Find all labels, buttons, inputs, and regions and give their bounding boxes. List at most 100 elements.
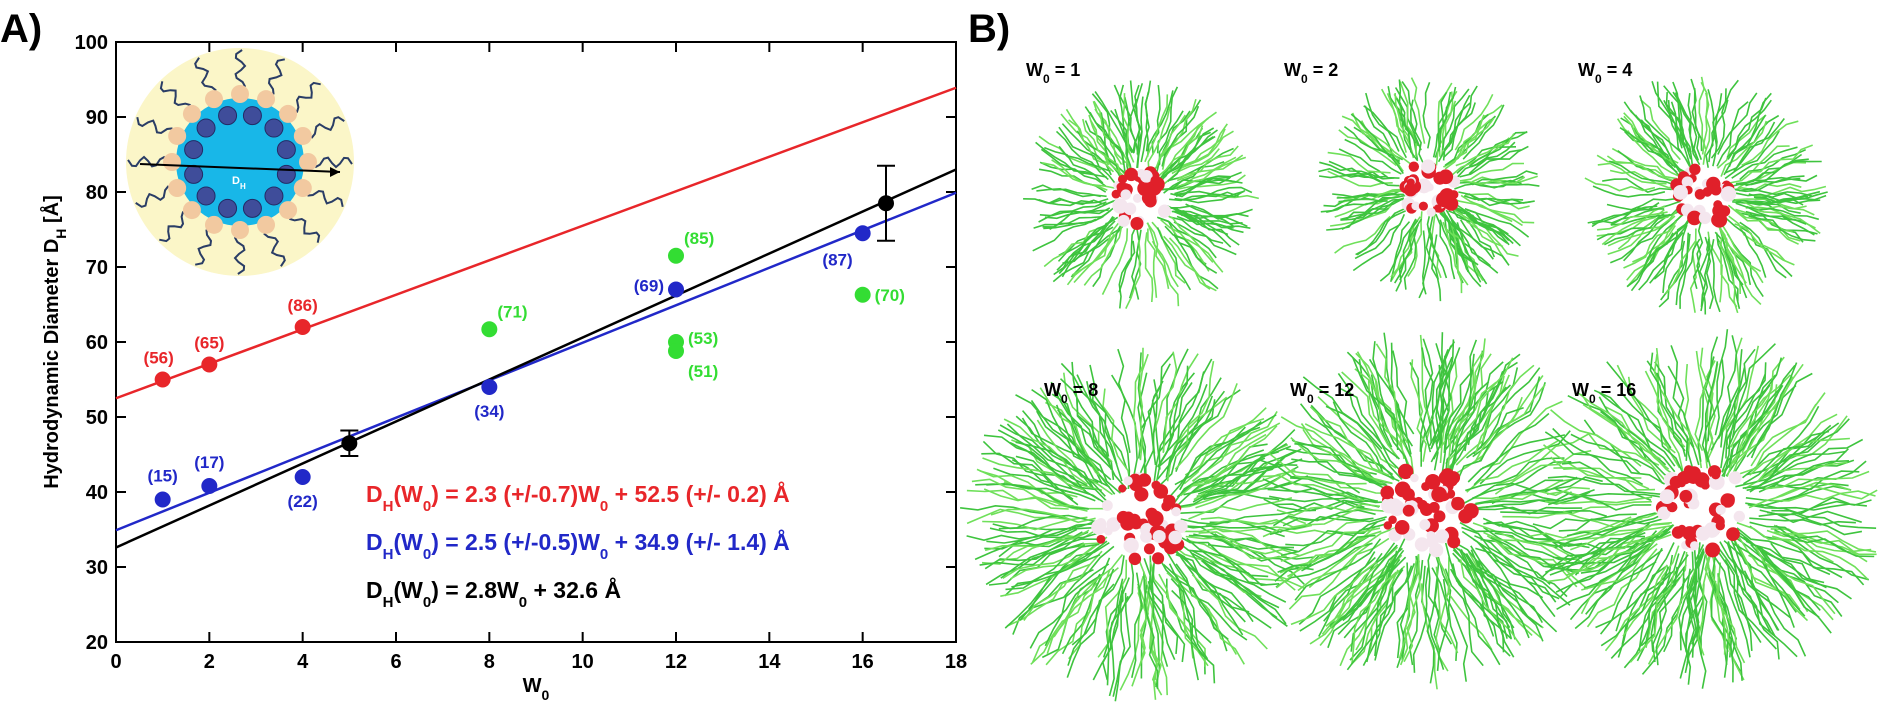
surfactant-tail [1015,415,1094,489]
surfactant-tail [1476,506,1583,515]
surfactant-tail [1269,495,1376,503]
surfactant-tail [1183,186,1253,201]
surfactant-tail [1319,564,1388,647]
surfactant-tail [1175,360,1215,458]
surfactant-tail [1191,552,1278,619]
x-tick-label: 14 [758,651,781,673]
surfactant-tail [1600,410,1680,486]
surfactant-tail [1694,544,1705,650]
surfactant-tail [1610,571,1672,659]
surfactant-tail [1692,218,1704,290]
surfactant-tail [1175,551,1244,636]
surfactant-tail [1112,592,1131,697]
fit-equation-part: ) = 2.3 (+/-0.7)W [431,481,600,507]
surfactant-tail [997,429,1087,492]
surfactant-tail [1546,490,1652,506]
surfactant-tail [1725,362,1767,459]
surfactant-tail [1748,215,1816,242]
water-atom [1411,201,1421,211]
water-atom [1711,212,1726,227]
surfactant-tail [1334,169,1400,187]
x-tick-label: 4 [297,651,309,673]
surfactant-tail [1445,215,1492,267]
surfactant-tail [993,467,1096,502]
x-axis-label: W0 [523,675,550,703]
surfactant-tail [1556,549,1644,610]
surfactant-tail [1337,372,1400,460]
surfactant-tail [1662,224,1688,294]
surfactant-tail [1644,370,1684,472]
surfactant-tail [1403,224,1420,290]
water-atom [1095,518,1107,529]
snapshot-label: W0 = 12 [1290,380,1354,406]
surfactant-tail [1156,125,1204,179]
surfactant-tail [1691,88,1703,160]
surfactant-tail [1144,379,1159,485]
surfactant-tail [1442,578,1469,682]
surfactant-tail [1607,216,1669,255]
x-axis-label-part: W [523,675,542,697]
water-atom [1111,189,1121,199]
surfactant-tail [1566,531,1664,576]
surfactant-tail [1431,211,1442,279]
surfactant-tail [1341,198,1404,231]
surfactant-tail [1472,522,1572,565]
inset-arrowhead [330,167,340,177]
surfactant-tail [1735,202,1807,225]
surfactant-tail [1188,497,1293,520]
fit-equation: DH(W0) = 2.5 (+/-0.5)W0 + 34.9 (+/- 1.4)… [366,528,790,563]
water-atom [1116,182,1125,191]
surfactant-tail [1710,580,1734,683]
surfactant-tail [1728,215,1786,262]
surfactant-tail [1735,364,1796,454]
surfactant-tail [1451,338,1486,440]
snapshot-label-part: = 1 [1050,60,1081,80]
inset-ion [264,186,284,206]
surfactant-tail [1061,223,1109,278]
surfactant-tail [1444,350,1484,451]
data-point [154,491,171,508]
surfactant-tail [1148,114,1186,177]
y-tick-label: 30 [86,557,108,579]
water-atom [1689,163,1701,175]
fit-equation: DH(W0) = 2.3 (+/-0.7)W0 + 52.5 (+/- 0.2)… [366,480,790,515]
surfactant-tail [1184,407,1267,476]
surfactant-tail [1580,393,1660,466]
surfactant-tail [1597,162,1667,185]
water-atom [1380,485,1395,500]
surfactant-tail [1562,509,1665,529]
inset-ion [184,140,204,160]
point-label: (51) [688,362,718,381]
surfactant-tail [1420,565,1445,670]
surfactant-tail [1717,92,1758,155]
surfactant-tail [1326,207,1389,231]
surfactant-tail [1009,536,1108,580]
surfactant-tail [1044,563,1110,647]
surfactant-tail [1191,422,1281,482]
surfactant-tail [1189,550,1280,609]
data-point [668,281,684,298]
surfactant-tail [1454,93,1494,151]
surfactant-tail [1587,205,1658,224]
surfactant-tail [1538,517,1643,544]
surfactant-tail [1495,540,1589,590]
surfactant-tail [1655,567,1685,666]
inset [126,48,354,276]
surfactant-tail [1011,458,1109,506]
surfactant-tail [1110,109,1131,179]
surfactant-tail [1577,522,1670,572]
surfactant-tail [1044,146,1107,178]
surfactant-tail [1685,580,1699,685]
surfactant-tail [1102,557,1135,658]
water-atom [1401,487,1415,502]
surfactant-tail [1023,550,1103,621]
panel-label: A) [0,7,42,51]
surfactant-tail [1320,200,1388,213]
data-point [668,247,684,264]
surfactant-tail [1749,521,1850,554]
surfactant-tail [1550,409,1642,467]
inset-ion [218,106,238,126]
water-atom [1713,200,1723,210]
surfactant-tail [1471,461,1572,500]
surfactant-tail [1336,193,1405,199]
